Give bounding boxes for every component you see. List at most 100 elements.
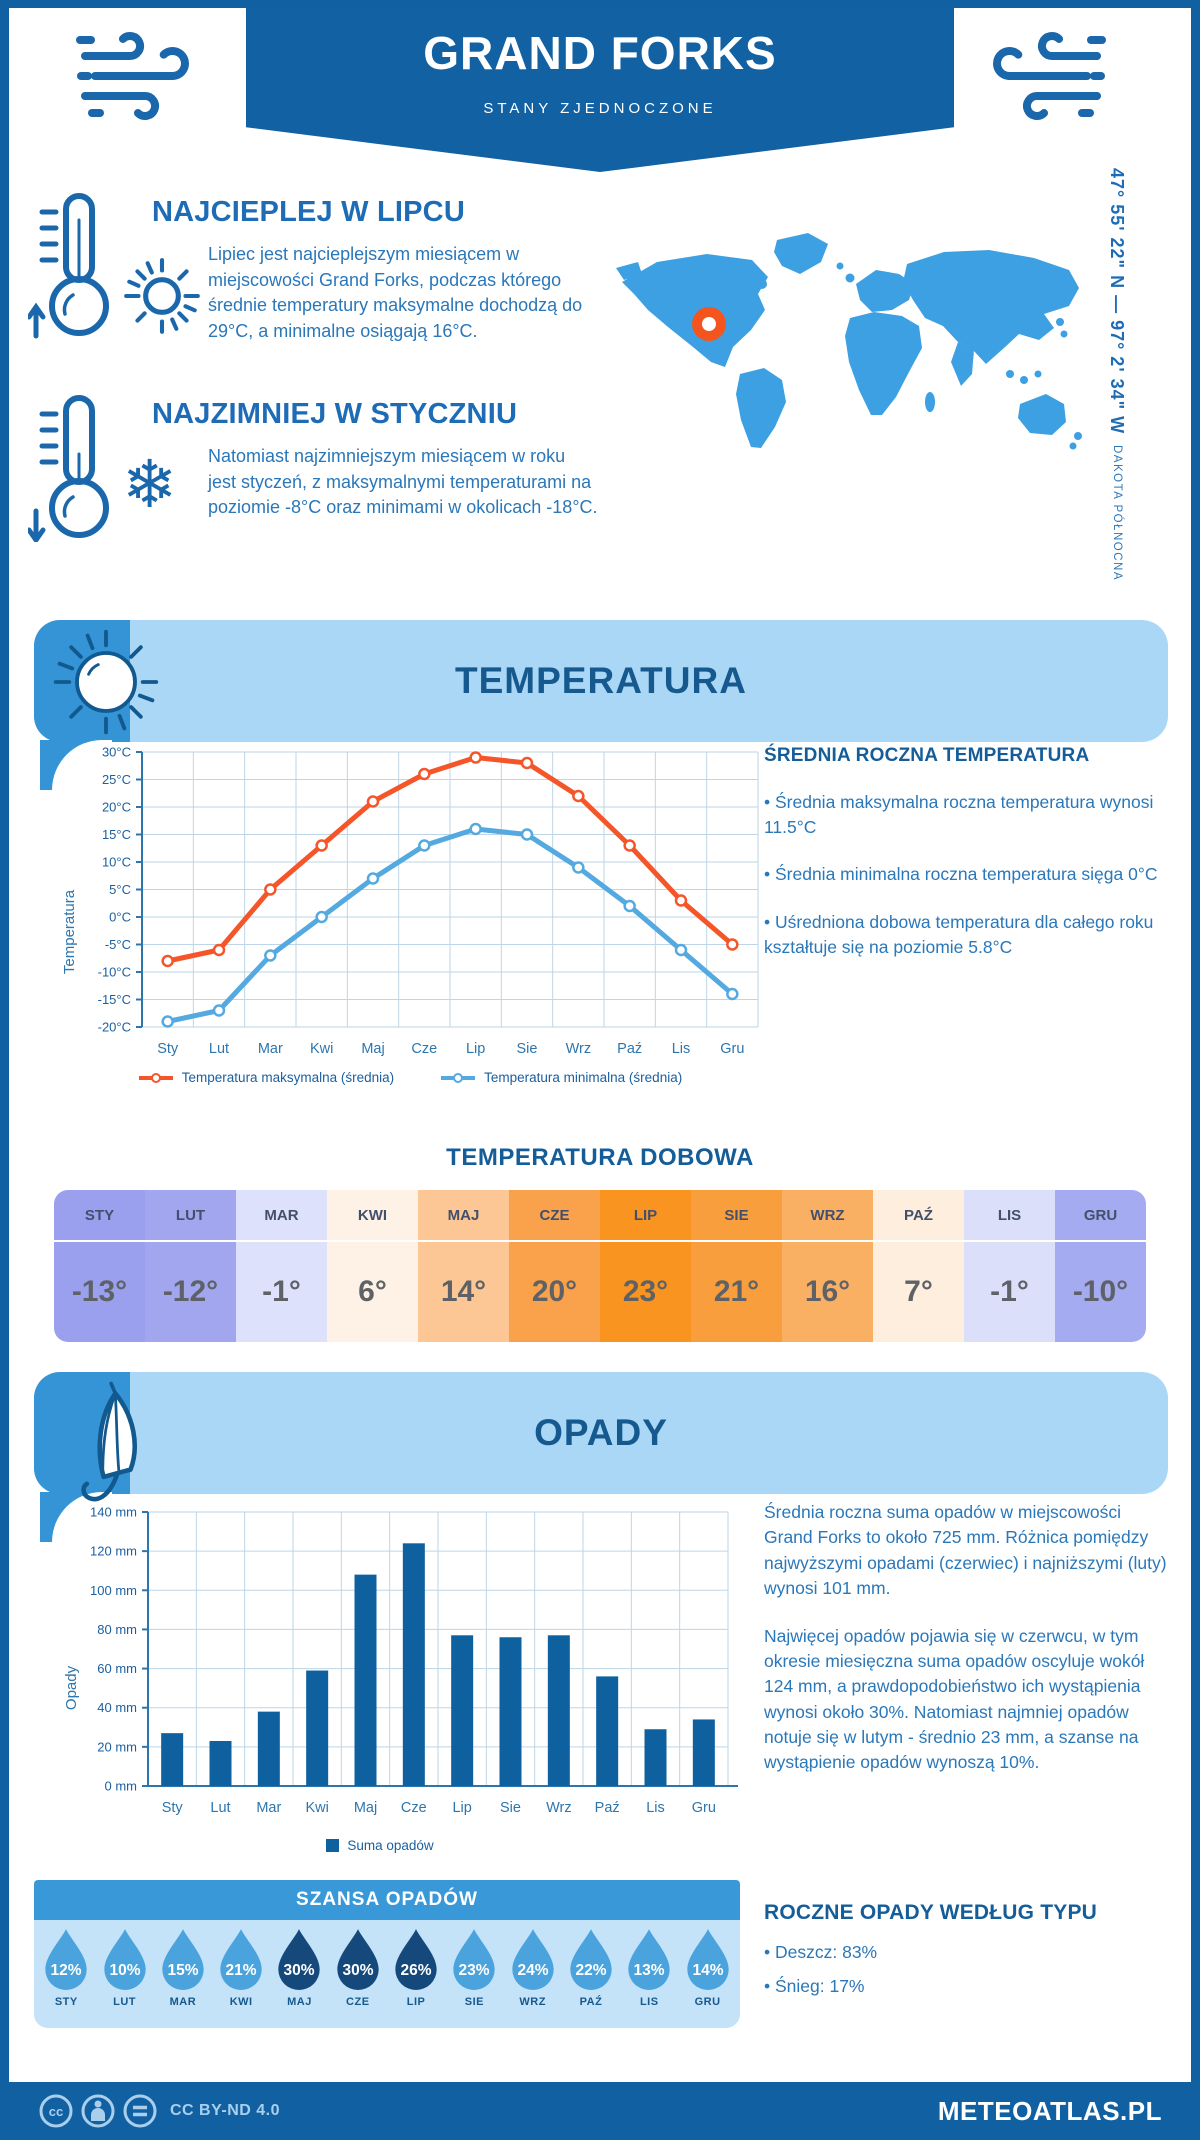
svg-text:20 mm: 20 mm — [97, 1739, 137, 1754]
summary-bullet: • Uśredniona dobowa temperatura dla całe… — [764, 911, 1154, 958]
svg-text:60 mm: 60 mm — [97, 1661, 137, 1676]
svg-text:-5°C: -5°C — [105, 937, 131, 952]
svg-text:Kwi: Kwi — [305, 1800, 328, 1816]
page-border-top — [0, 0, 1200, 8]
daily-temp-column: LUT -12° — [145, 1190, 236, 1342]
daily-temp-column: MAJ 14° — [418, 1190, 509, 1342]
daily-temp-value: 6° — [358, 1275, 387, 1308]
data-point — [161, 954, 174, 968]
precip-bar — [402, 1543, 425, 1786]
svg-text:30°C: 30°C — [102, 745, 131, 760]
precip-bar — [644, 1729, 667, 1786]
data-point — [212, 943, 226, 957]
license-group: cc CC BY-ND 4.0 — [38, 2093, 280, 2129]
precipitation-chart: 140 mm 120 mm 100 mm 80 mm 60 mm 40 mm 20 mm 0 … — [63, 1505, 738, 1816]
precipitation-summary: Średnia roczna suma opadów w miejscowośc… — [764, 1500, 1168, 1798]
world-map — [616, 233, 1082, 450]
svg-text:15°C: 15°C — [102, 827, 131, 842]
daily-temp-month: STY — [54, 1190, 145, 1242]
svg-text:Lip: Lip — [452, 1800, 471, 1816]
svg-text:Cze: Cze — [411, 1041, 437, 1057]
raindrop-icon: 10% — [103, 1929, 146, 1990]
data-point — [520, 756, 534, 770]
sun-banner-icon — [53, 629, 159, 735]
raindrop-icon: 12% — [45, 1929, 87, 1990]
daily-temp-value: -1° — [262, 1275, 301, 1308]
legend-min-line — [441, 1072, 476, 1083]
banner-tail — [40, 740, 112, 790]
precip-chance-month: PAŹ — [579, 1996, 603, 2008]
precip-chance-month: KWI — [229, 1996, 253, 2008]
svg-text:Temperatura: Temperatura — [61, 889, 78, 974]
svg-text:Lip: Lip — [466, 1041, 485, 1057]
coordinates-text: 47° 55' 22" N — 97° 2' 34" W — [1107, 168, 1127, 435]
svg-text:10°C: 10°C — [102, 855, 131, 870]
daily-temp-value: 21° — [713, 1275, 760, 1308]
daily-temp-value: 20° — [531, 1275, 578, 1308]
header-banner: GRAND FORKS STANY ZJEDNOCZONE — [246, 0, 954, 172]
precip-chance-item: 13% LIS — [623, 1928, 675, 2028]
precip-chance-month: LIS — [639, 1996, 659, 2008]
daily-temp-column: SIE 21° — [691, 1190, 782, 1342]
svg-text:22%: 22% — [575, 1962, 606, 1979]
daily-temp-month: LIS — [964, 1190, 1055, 1242]
raindrop-icon: 23% — [453, 1929, 496, 1990]
precip-paragraph: Najwięcej opadów pojawia się w czerwcu, … — [764, 1625, 1145, 1773]
raindrop-icon: 30% — [337, 1929, 379, 1990]
wind-icon — [993, 32, 1106, 120]
daily-temp-value: 23° — [622, 1275, 669, 1308]
data-point — [674, 894, 688, 907]
legend-swatch — [326, 1839, 340, 1852]
footer: cc CC BY-ND 4.0 METEOATLAS.PL — [0, 2082, 1200, 2140]
svg-text:10%: 10% — [109, 1962, 140, 1979]
daily-temp-value: 7° — [904, 1275, 933, 1308]
temperature-chart: 30°C 25°C 20°C 15°C 10°C 5°C 0°C -5°C -10°C -15°C… — [61, 745, 759, 1057]
data-point — [726, 938, 739, 951]
data-point — [315, 910, 328, 924]
raindrop-icon: 21% — [220, 1929, 262, 1990]
daily-temperature-table: STY -13° LUT -12° MAR -1° KWI 6° MAJ 14° CZE 20° LIP… — [54, 1190, 1146, 1342]
svg-text:21%: 21% — [226, 1962, 257, 1979]
daily-temperature-title: TEMPERATURA DOBOWA — [446, 1144, 754, 1171]
legend-max-line — [138, 1072, 173, 1083]
precip-chance-month: WRZ — [519, 1996, 546, 2008]
precip-type-bullet: • Deszcz: 83% — [764, 1942, 878, 1963]
svg-text:Maj: Maj — [354, 1800, 377, 1816]
umbrella-banner-icon — [81, 1381, 137, 1502]
daily-temp-value: -13° — [71, 1275, 128, 1308]
svg-text:40 mm: 40 mm — [97, 1700, 137, 1715]
svg-text:Kwi: Kwi — [310, 1041, 333, 1057]
svg-text:23%: 23% — [459, 1962, 490, 1979]
precip-chance-item: 23% SIE — [448, 1928, 500, 2028]
precip-chance-month: STY — [54, 1996, 78, 2008]
svg-text:140 mm: 140 mm — [90, 1505, 137, 1520]
daily-temp-value: -10° — [1072, 1275, 1129, 1308]
data-point — [366, 795, 380, 808]
temperature-chart-legend: Temperatura maksymalna (średnia) Tempera… — [60, 1070, 760, 1085]
precip-bar — [209, 1740, 232, 1786]
data-point — [366, 872, 380, 885]
svg-text:Lut: Lut — [209, 1041, 229, 1057]
raindrop-icon: 15% — [162, 1929, 204, 1990]
location-marker — [692, 307, 726, 341]
raindrop-icon: 22% — [570, 1929, 612, 1990]
raindrop-icon: 24% — [512, 1929, 554, 1990]
daily-temp-column: GRU -10° — [1055, 1190, 1146, 1342]
svg-text:20°C: 20°C — [102, 800, 131, 815]
precip-chance-item: 15% MAR — [157, 1928, 209, 2028]
data-point — [469, 751, 482, 764]
precip-chance-month: GRU — [694, 1996, 721, 2008]
svg-text:30%: 30% — [342, 1962, 373, 1979]
daily-temp-column: MAR -1° — [236, 1190, 327, 1342]
precip-bar — [692, 1719, 715, 1786]
daily-temp-column: PAŹ 7° — [873, 1190, 964, 1342]
svg-text:0°C: 0°C — [109, 910, 131, 925]
data-point — [418, 839, 431, 852]
warmest-title: NAJCIEPLEJ W LIPCU — [152, 196, 465, 228]
precip-chance-month: SIE — [464, 1996, 484, 2008]
svg-text:5°C: 5°C — [109, 882, 131, 897]
precip-chance-item: 10% LUT — [99, 1928, 151, 2028]
svg-text:26%: 26% — [401, 1962, 432, 1979]
legend-item-precip: Suma opadów — [326, 1838, 434, 1853]
svg-text:120 mm: 120 mm — [90, 1544, 137, 1559]
